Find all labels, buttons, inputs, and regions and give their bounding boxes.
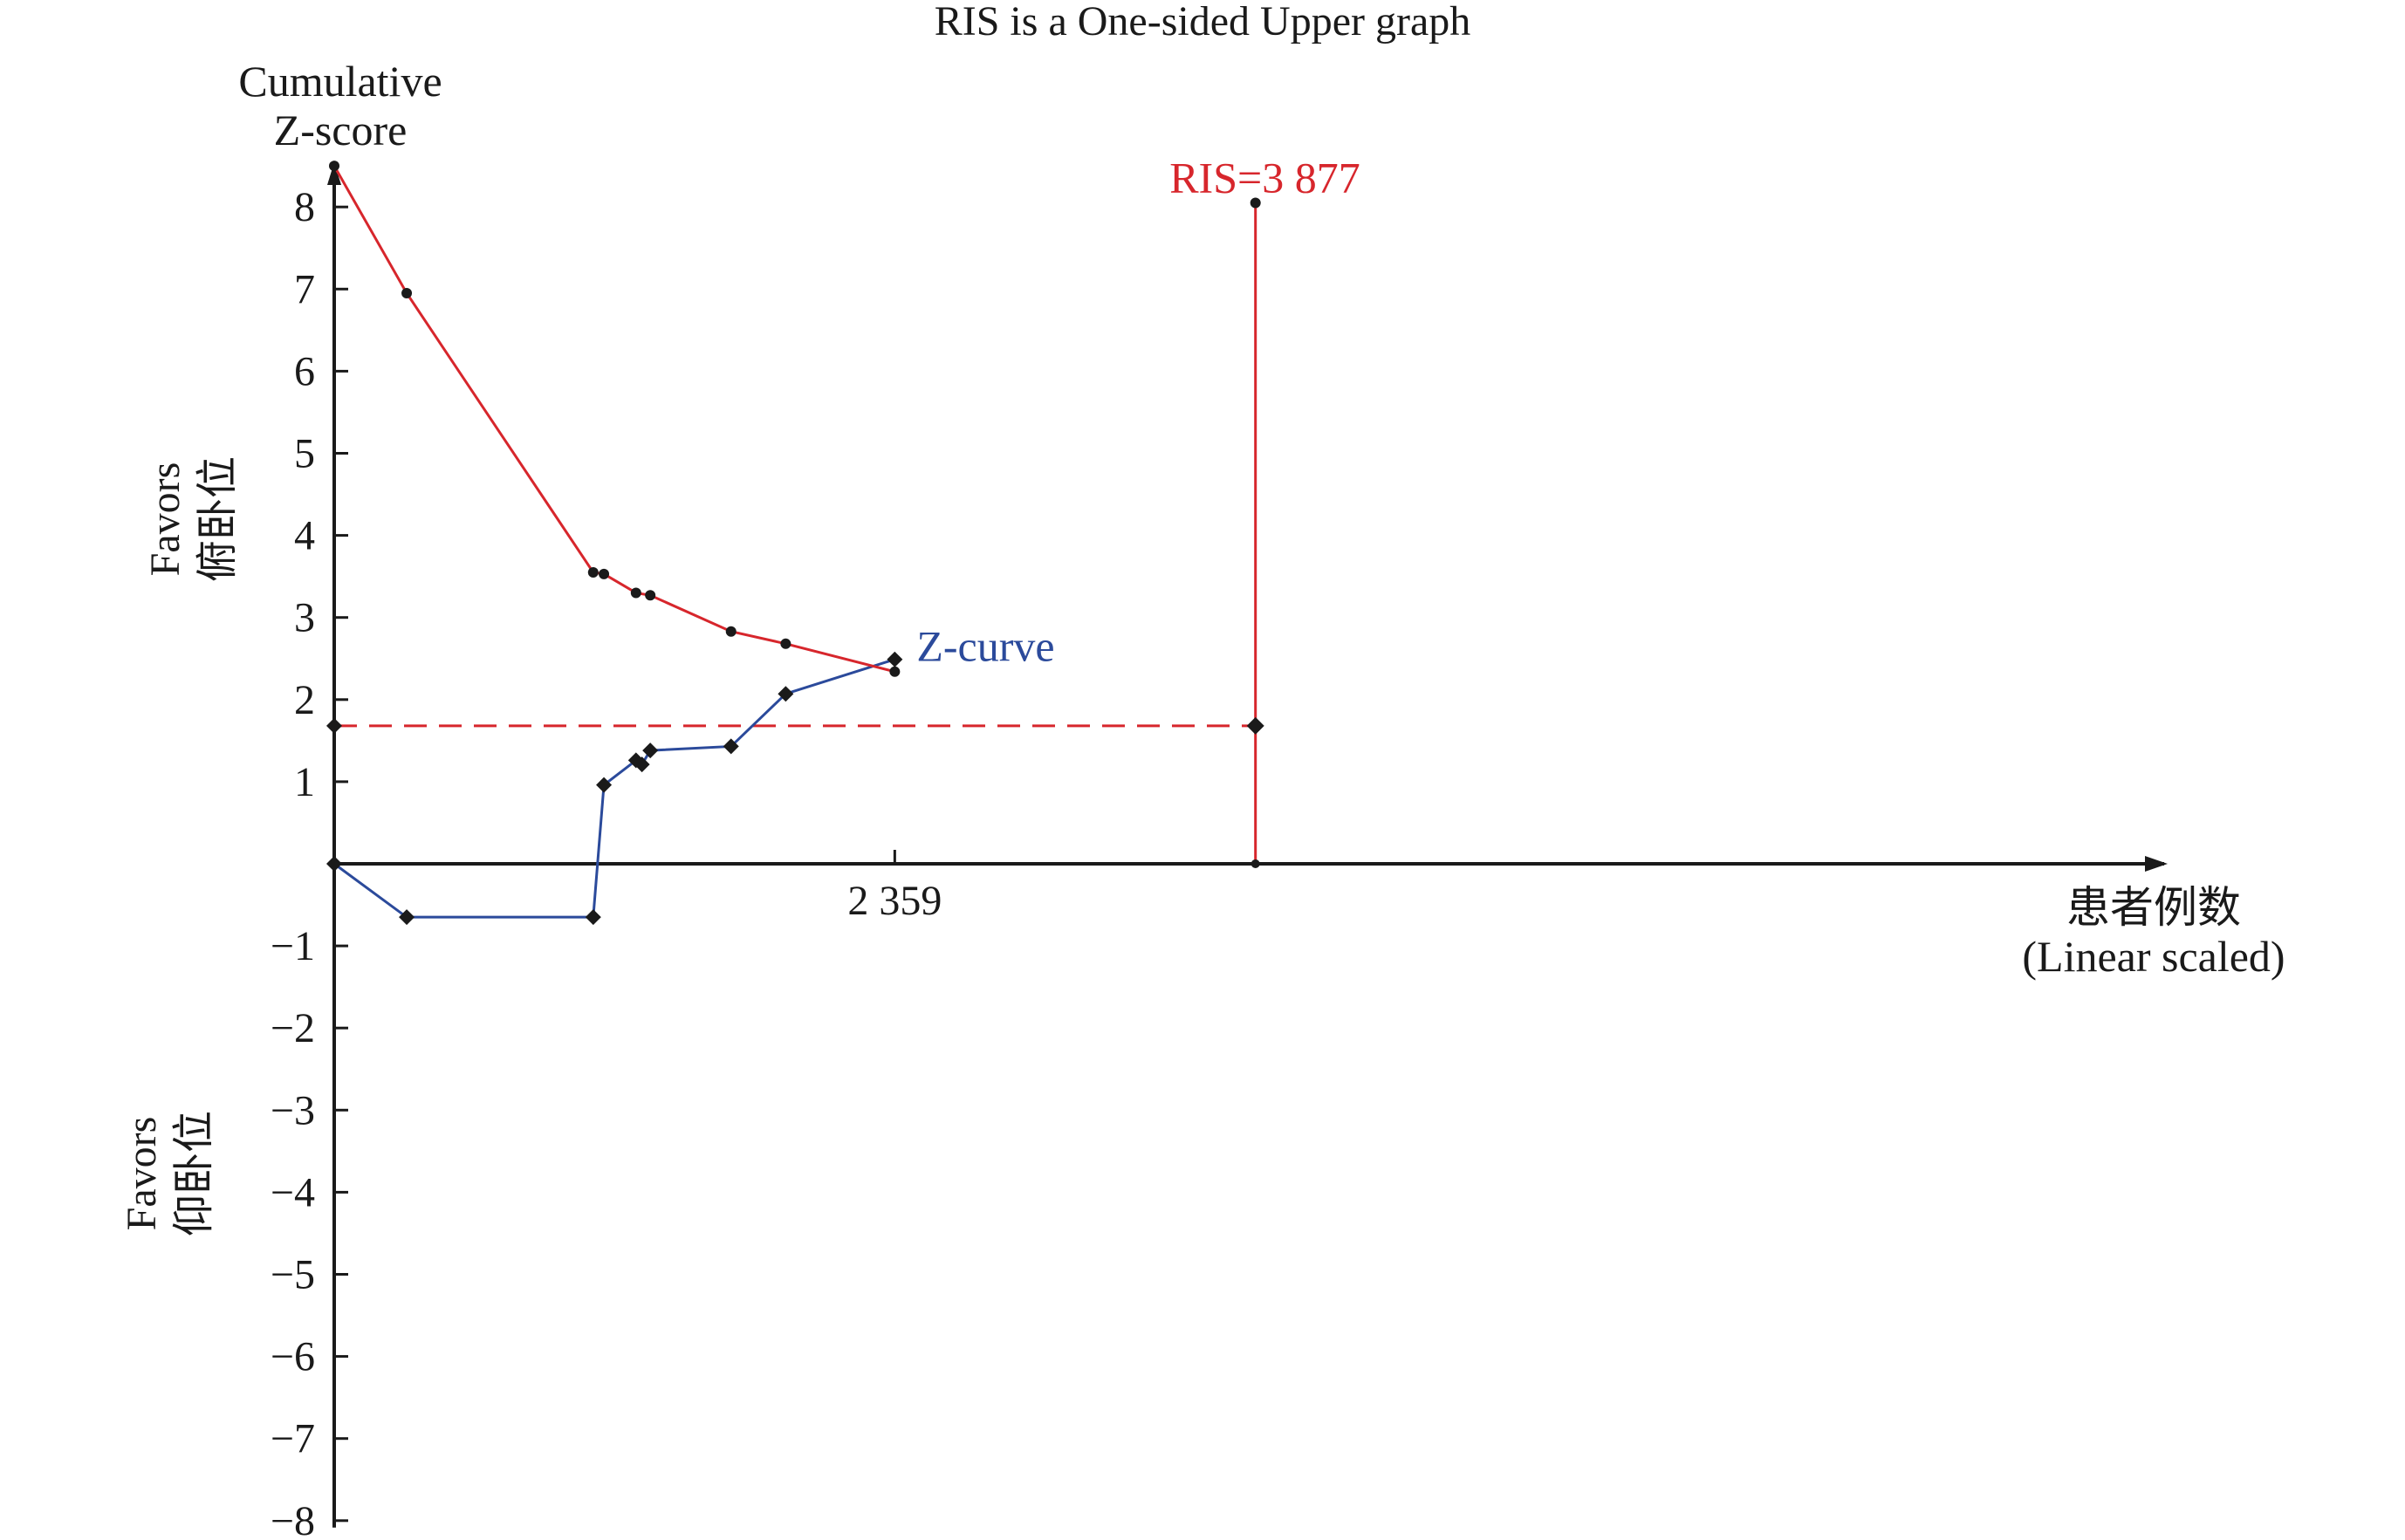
z-curve-line xyxy=(333,658,895,919)
z-curve-point xyxy=(634,756,650,773)
x-axis-label-line-1: 患者例数 xyxy=(2066,883,2241,932)
y-tick-label: −2 xyxy=(271,1005,315,1051)
ris-bottom-dot xyxy=(1250,859,1260,868)
z-curve-point xyxy=(596,777,613,793)
z-curve-point xyxy=(887,651,903,667)
z-curve-point xyxy=(399,909,415,926)
y-tick-label: −4 xyxy=(271,1169,315,1215)
y-tick-label: 2 xyxy=(294,677,315,723)
y-tick-label: 4 xyxy=(294,513,315,559)
favors-upper-line-2: 俯卧位 xyxy=(195,456,241,582)
y-tick-label: 6 xyxy=(294,348,315,394)
boundary-point xyxy=(630,587,641,599)
ris-label: RIS=3 877 xyxy=(1169,153,1360,202)
boundary-point xyxy=(599,568,610,579)
boundary-point xyxy=(780,638,791,649)
z-curve-point xyxy=(585,909,601,926)
y-tick-label: 8 xyxy=(294,184,315,230)
favors-lower-line-2: 仰卧位 xyxy=(171,1111,217,1236)
boundary-point xyxy=(329,161,339,172)
x-tick-label: 2 359 xyxy=(847,878,942,924)
ris-top-dot xyxy=(1250,197,1261,209)
z-curve-point xyxy=(778,686,794,702)
y-tick-label: −3 xyxy=(271,1087,315,1133)
favors-upper-line-1: Favors xyxy=(142,462,188,577)
series-layer: RIS=3 877 Z-curve xyxy=(326,153,1360,926)
significance-marker-left xyxy=(326,717,342,734)
y-axis-label-line-2: Z-score xyxy=(274,106,408,154)
y-tick-label: 3 xyxy=(294,595,315,641)
axes-layer: 8 7 6 5 4 3 2 1 −1 −2 −3 −4 −5 −6 −7 −8 2 359 xyxy=(271,162,2168,1540)
z-curve-point xyxy=(326,856,342,872)
boundary-point xyxy=(645,590,656,601)
significance-marker-ris xyxy=(1246,716,1264,735)
y-axis-arrow xyxy=(327,162,341,185)
boundary-point xyxy=(401,288,413,299)
y-tick-label: −6 xyxy=(271,1334,315,1380)
y-tick-label: 7 xyxy=(294,266,315,312)
favors-lower-line-1: Favors xyxy=(119,1117,165,1231)
y-tick-label: 5 xyxy=(294,431,315,477)
y-tick-label: 1 xyxy=(294,759,315,805)
z-curve-point xyxy=(723,738,739,755)
boundary-line xyxy=(332,165,895,674)
x-axis-arrow xyxy=(2145,856,2168,872)
x-axis-label-line-2: (Linear scaled) xyxy=(2022,932,2285,981)
y-axis-label-line-1: Cumulative xyxy=(238,57,442,106)
y-tick-label: −8 xyxy=(271,1498,315,1540)
boundary-point xyxy=(725,626,737,637)
z-curve-point xyxy=(642,743,659,759)
boundary-point xyxy=(587,566,599,578)
boundary-point xyxy=(889,666,901,677)
chart-title: RIS is a One-sided Upper graph xyxy=(935,0,1471,44)
y-tick-label: −1 xyxy=(271,923,315,969)
y-tick-label: −7 xyxy=(271,1416,315,1462)
y-tick-label: −5 xyxy=(271,1252,315,1298)
z-curve-label: Z-curve xyxy=(916,622,1054,671)
